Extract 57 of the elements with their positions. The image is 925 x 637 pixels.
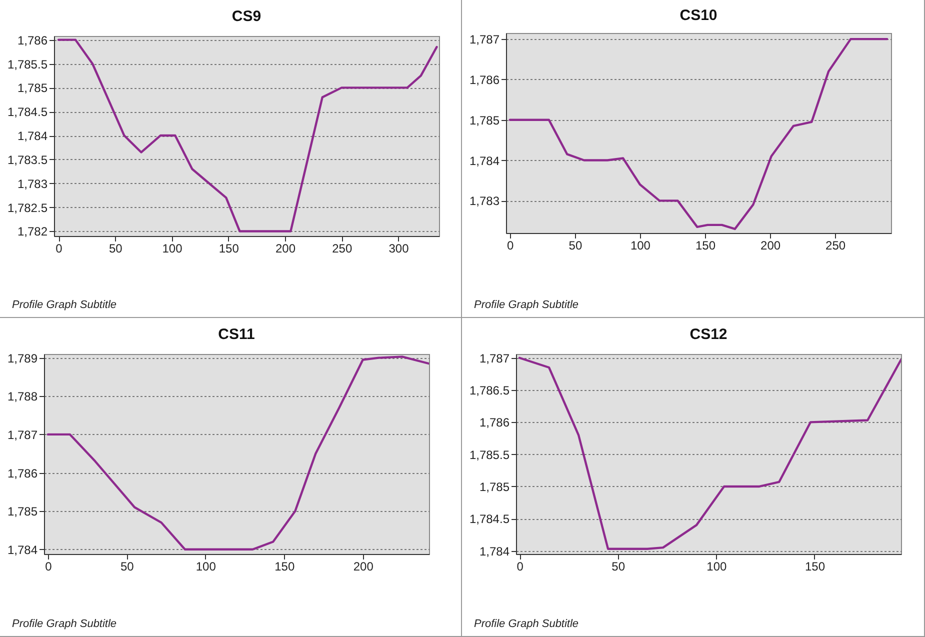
y-tick-label: 1,783: [17, 176, 48, 191]
x-tick-label: 0: [56, 242, 63, 256]
x-tick-label: 200: [275, 242, 296, 256]
y-tick-label: 1,784.5: [7, 105, 48, 120]
y-tick-label: 1,784: [479, 544, 510, 558]
y-tick-label: 1,784.5: [469, 512, 510, 526]
x-tick-label: 50: [108, 242, 123, 256]
chart-title: CS10: [680, 7, 718, 24]
y-tick-label: 1,784: [17, 129, 48, 144]
x-tick-label: 250: [332, 242, 352, 256]
text: Profile Graph Subtitle: [474, 299, 579, 311]
y-tick-label: 1,783: [469, 194, 500, 208]
x-tick-label: 200: [760, 238, 781, 252]
y-tick-label: 1,785: [7, 504, 38, 519]
x-tick-label: 250: [826, 238, 846, 252]
x-tick-label: 300: [388, 242, 410, 256]
x-tick-label: 150: [274, 560, 295, 574]
y-tick-label: 1,786: [469, 72, 500, 87]
y-tick-label: 1,783.5: [7, 152, 48, 167]
x-tick-label: 0: [45, 560, 52, 574]
x-tick-label: 100: [196, 560, 216, 574]
chart-title: CS12: [690, 326, 728, 343]
y-tick-label: 1,782.5: [7, 200, 48, 215]
y-tick-label: 1,785: [17, 81, 48, 96]
x-tick-label: 150: [218, 242, 240, 256]
y-tick-label: 1,787: [7, 428, 38, 442]
chart-title: CS9: [232, 8, 262, 25]
y-tick-label: 1,782: [17, 224, 48, 239]
x-tick-label: 50: [120, 560, 134, 574]
y-tick-label: 1,784: [7, 542, 38, 557]
y-tick-label: 1,785: [469, 113, 500, 128]
y-tick-label: 1,789: [7, 351, 38, 366]
y-tick-label: 1,784: [469, 154, 500, 168]
x-tick-label: 0: [516, 560, 524, 574]
x-tick-label: 0: [507, 238, 514, 252]
y-tick-label: 1,788: [7, 390, 38, 404]
x-tick-label: 50: [612, 560, 626, 574]
x-tick-label: 100: [162, 242, 183, 256]
y-tick-label: 1,785: [479, 480, 510, 494]
x-tick-label: 150: [804, 560, 826, 574]
y-tick-label: 1,786: [479, 416, 510, 430]
x-tick-label: 150: [695, 238, 716, 252]
y-tick-label: 1,786: [7, 466, 38, 480]
text: Profile Graph Subtitle: [12, 299, 117, 311]
y-tick-label: 1,786.5: [469, 384, 510, 398]
y-tick-label: 1,787: [469, 32, 500, 47]
y-tick-label: 1,786: [17, 33, 48, 48]
x-tick-label: 100: [630, 238, 651, 252]
text: Profile Graph Subtitle: [12, 618, 117, 630]
y-tick-label: 1,787: [479, 351, 510, 366]
y-tick-label: 1,785.5: [469, 448, 510, 462]
x-tick-label: 200: [353, 560, 374, 574]
x-tick-label: 100: [706, 560, 727, 574]
chart-title: CS11: [218, 326, 255, 343]
text: Profile Graph Subtitle: [474, 618, 579, 630]
x-tick-label: 50: [568, 238, 582, 252]
y-tick-label: 1,785.5: [7, 57, 48, 72]
